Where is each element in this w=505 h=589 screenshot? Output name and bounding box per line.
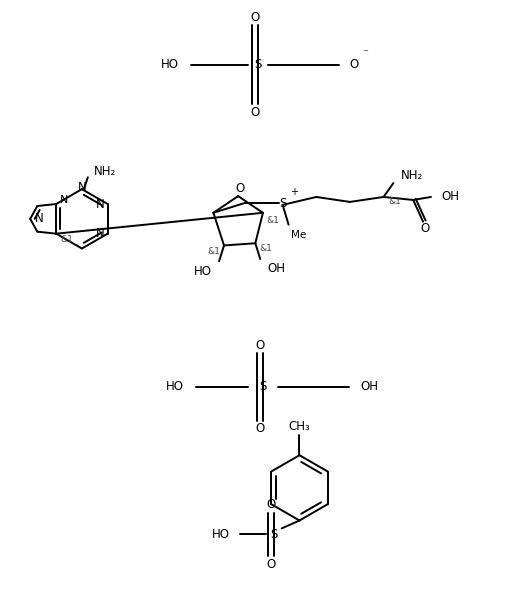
Text: N: N [35,213,44,226]
Text: O: O [250,105,259,118]
Text: S: S [270,528,277,541]
Text: HO: HO [194,264,212,277]
Text: OH: OH [267,263,285,276]
Text: HO: HO [212,528,230,541]
Text: O: O [420,222,429,235]
Text: O: O [266,558,275,571]
Text: HO: HO [166,380,183,393]
Text: NH₂: NH₂ [400,168,423,182]
Text: &1: &1 [388,197,400,206]
Text: &1: &1 [259,244,272,253]
Text: OH: OH [440,190,458,203]
Text: S: S [254,58,261,71]
Text: N: N [77,181,86,194]
Text: &1: &1 [60,235,73,244]
Text: S: S [259,380,266,393]
Text: N: N [95,197,105,210]
Text: ⁻: ⁻ [361,49,367,59]
Text: HO: HO [161,58,178,71]
Text: OH: OH [360,380,378,393]
Text: O: O [235,181,244,195]
Text: O: O [348,58,358,71]
Text: +: + [289,187,297,197]
Text: &1: &1 [265,216,278,225]
Text: Me: Me [290,230,305,240]
Text: O: O [255,422,264,435]
Text: N: N [95,227,105,240]
Text: O: O [255,339,264,352]
Text: O: O [250,11,259,24]
Text: NH₂: NH₂ [93,165,116,178]
Text: S: S [278,197,286,210]
Text: &1: &1 [207,247,220,256]
Text: N: N [60,195,68,205]
Text: O: O [266,498,275,511]
Text: CH₃: CH₃ [288,420,310,433]
